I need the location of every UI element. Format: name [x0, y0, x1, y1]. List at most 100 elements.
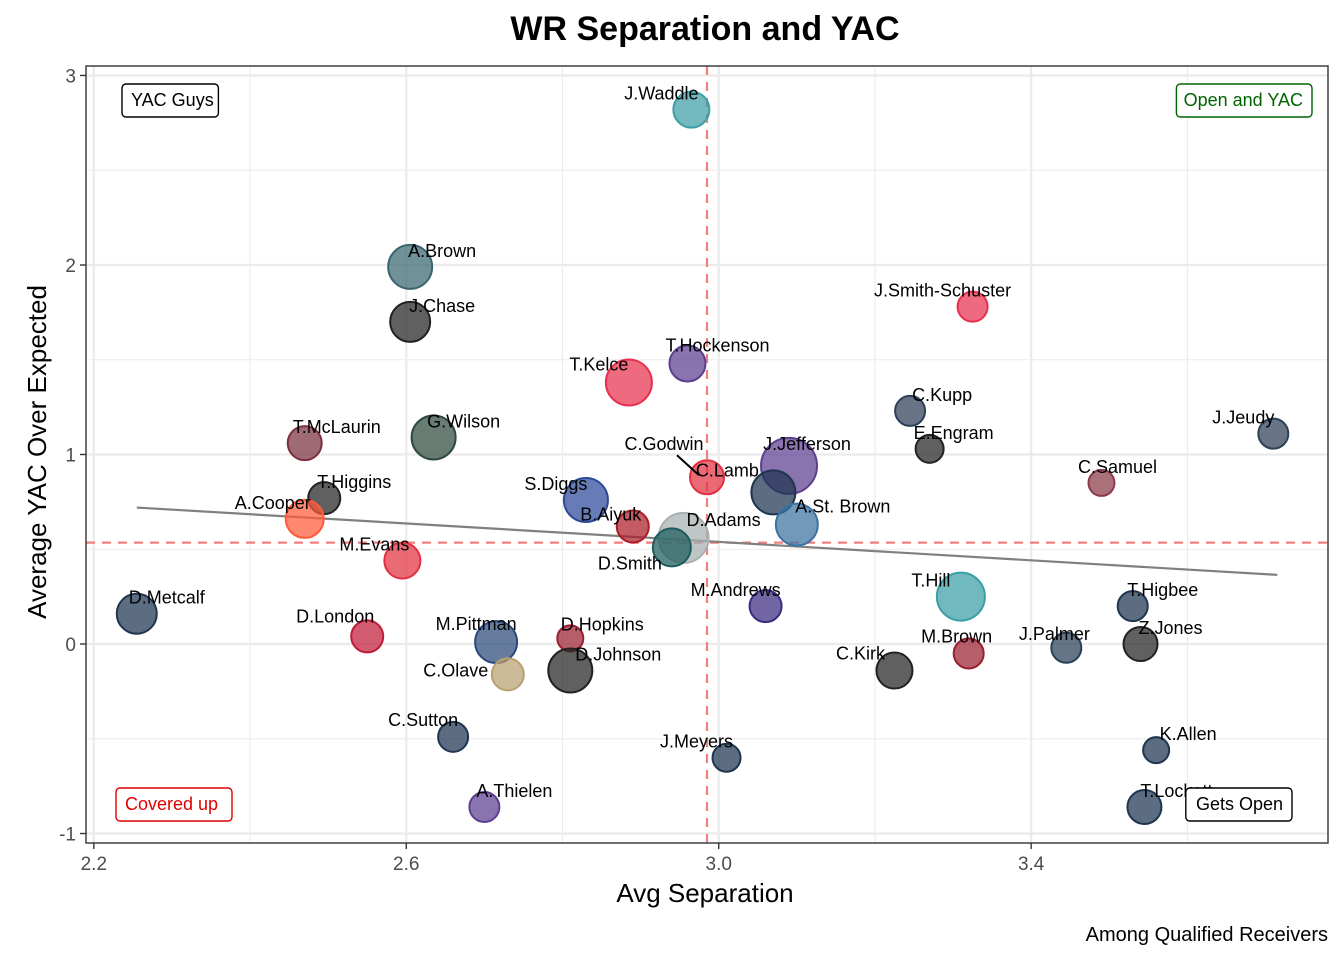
player-label: D.Adams: [687, 510, 761, 530]
player-point: [689, 459, 725, 496]
player-point: [672, 90, 711, 129]
player-point: [437, 720, 470, 753]
player-point: [1087, 468, 1116, 497]
y-tick-label: 3: [65, 66, 76, 87]
player-label: C.Kupp: [912, 385, 972, 405]
player-label: C.Lamb: [696, 460, 759, 480]
x-axis-title: Avg Separation: [616, 878, 793, 908]
player-point: [1126, 788, 1163, 825]
player-label: C.Godwin: [624, 434, 703, 454]
player-point: [604, 358, 653, 407]
quadrant-label-text: YAC Guys: [131, 90, 214, 110]
quadrant-label-text: Gets Open: [1196, 794, 1283, 814]
player-label: J.Palmer: [1019, 624, 1090, 644]
player-label: J.Meyers: [660, 732, 733, 752]
player-point: [383, 541, 422, 580]
player-label: D.Metcalf: [129, 588, 206, 608]
player-point: [914, 433, 945, 464]
y-tick-label: 0: [65, 635, 76, 656]
player-label: T.Higbee: [1127, 580, 1198, 600]
player-point: [387, 243, 434, 290]
player-point: [562, 476, 609, 523]
player-label: T.Hill: [911, 571, 950, 591]
player-point: [115, 592, 158, 635]
quadrant-label-border: [1185, 787, 1293, 822]
player-label: C.Samuel: [1078, 457, 1157, 477]
player-label: A.Brown: [408, 241, 476, 261]
y-tick-label: 2: [65, 256, 76, 277]
quadrant-label-box: YAC Guys: [121, 83, 220, 118]
player-label: D.Johnson: [575, 645, 661, 665]
player-label: D.London: [296, 606, 374, 626]
player-point: [286, 425, 323, 462]
player-point: [875, 651, 914, 690]
x-tick-label: 2.6: [393, 854, 419, 875]
player-label: C.Olave: [423, 660, 488, 680]
player-point: [750, 469, 797, 516]
player-point: [468, 790, 501, 823]
player-label: J.Jefferson: [763, 434, 851, 454]
player-label: C.Sutton: [388, 710, 458, 730]
player-label: E.Engram: [914, 423, 994, 443]
player-label: Z.Jones: [1139, 618, 1203, 638]
player-point: [410, 414, 457, 461]
quadrant-label-border: [121, 83, 220, 118]
player-point: [1122, 626, 1159, 663]
player-label: C.Kirk: [836, 644, 886, 664]
player-point: [651, 527, 692, 568]
quadrant-label-text: Covered up: [125, 794, 218, 814]
player-point: [1050, 631, 1083, 664]
player-point: [956, 290, 989, 323]
player-point: [711, 742, 742, 773]
player-point: [1116, 590, 1149, 623]
player-label: A.St. Brown: [795, 497, 890, 517]
quadrant-label-border: [1175, 83, 1313, 118]
player-label: M.Evans: [339, 535, 409, 555]
quadrant-label-border: [115, 787, 233, 822]
player-point: [350, 619, 385, 654]
player-label: T.Kelce: [569, 354, 628, 374]
x-tick-label: 3.4: [1018, 854, 1045, 875]
player-label: J.Jeudy: [1212, 408, 1274, 428]
player-label: M.Andrews: [691, 580, 781, 600]
player-label: D.Hopkins: [561, 614, 644, 634]
x-tick-label: 2.2: [81, 854, 107, 875]
quadrant-label-text: Open and YAC: [1184, 90, 1303, 110]
player-point: [894, 394, 927, 427]
player-point: [748, 589, 783, 624]
axes: 2.2 2.6 3.0 3.4 -1 0 1 2 3: [59, 66, 1045, 875]
player-point: [935, 571, 986, 622]
player-point: [952, 637, 985, 670]
player-label: J.Waddle: [624, 84, 698, 104]
player-point: [668, 344, 707, 383]
player-label: M.Brown: [921, 626, 992, 646]
y-tick-label: -1: [59, 825, 76, 846]
player-label: T.Higgins: [317, 472, 391, 492]
godwin-leader-line: [676, 454, 700, 476]
reference-lines: [86, 66, 1328, 843]
points: [115, 90, 1290, 825]
player-label: B.Aiyuk: [580, 505, 642, 525]
quadrant-labels: YAC Guys Open and YAC Covered up Gets Open: [115, 83, 1313, 822]
player-label: A.Cooper: [235, 493, 311, 513]
player-label: T.Hockenson: [665, 336, 769, 356]
player-label: M.Pittman: [436, 614, 517, 634]
player-label: G.Wilson: [427, 411, 500, 431]
player-point: [547, 647, 594, 694]
player-label: K.Allen: [1160, 724, 1217, 744]
caption: Among Qualified Receivers: [1086, 924, 1328, 946]
player-label: T.McLaurin: [293, 417, 381, 437]
player-label: J.Smith-Schuster: [874, 281, 1011, 301]
player-point: [490, 657, 525, 692]
player-label: A.Thielen: [476, 781, 552, 801]
player-point: [615, 509, 650, 544]
player-label: D.Smith: [598, 553, 662, 573]
y-axis-title: Average YAC Over Expected: [22, 285, 52, 619]
quadrant-label-box: Covered up: [115, 787, 233, 822]
quadrant-label-box: Open and YAC: [1175, 83, 1313, 118]
player-label: S.Diggs: [524, 474, 587, 494]
player-point: [1257, 417, 1290, 450]
y-tick-label: 1: [65, 446, 76, 467]
player-point: [389, 300, 432, 343]
